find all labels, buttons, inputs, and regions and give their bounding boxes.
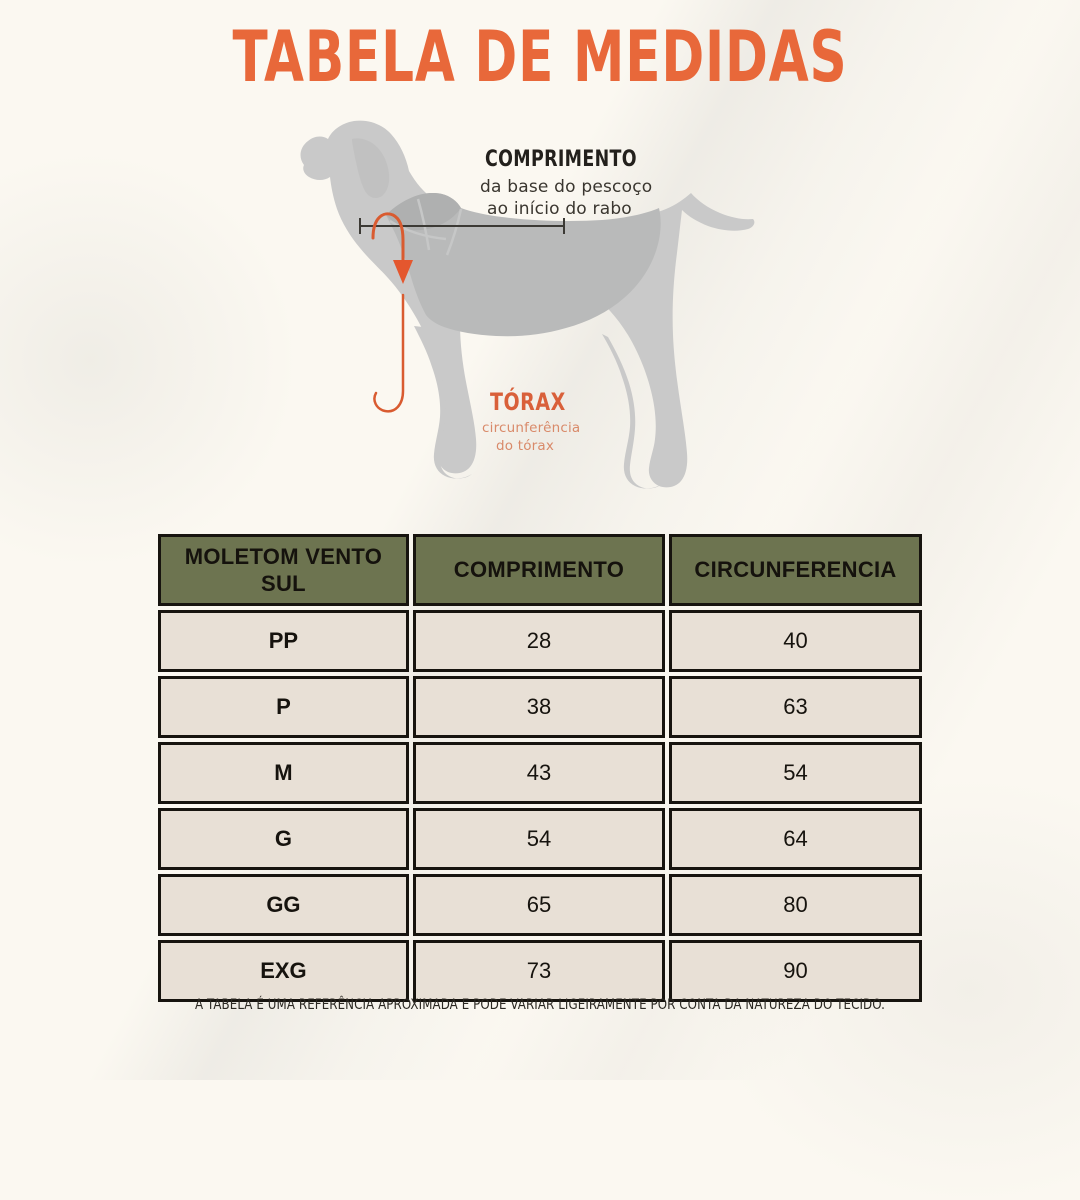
cell-size: G: [158, 808, 409, 870]
table-row: P 38 63: [158, 676, 922, 738]
cell-comprimento: 54: [412, 808, 666, 870]
footnote-text: A TABELA É UMA REFERÊNCIA APROXIMADA E P…: [194, 997, 886, 1013]
cell-comprimento: 43: [412, 742, 666, 804]
page-title: TABELA DE MEDIDAS: [232, 16, 848, 98]
cell-circunferencia: 63: [669, 676, 922, 738]
dog-sweater-icon: [386, 193, 661, 337]
girth-annotation-sub2: do tórax: [496, 438, 555, 454]
cell-circunferencia: 54: [669, 742, 922, 804]
length-annotation-sub2: ao início do rabo: [487, 199, 632, 219]
cell-circunferencia: 40: [669, 610, 922, 672]
cell-circunferencia: 80: [669, 874, 922, 936]
cell-size: EXG: [158, 940, 409, 1002]
measure-bar-icon: [359, 218, 565, 234]
table-row: EXG 73 90: [158, 940, 922, 1002]
cell-circunferencia: 90: [669, 940, 922, 1002]
cell-comprimento: 65: [412, 874, 666, 936]
table-row: GG 65 80: [158, 874, 922, 936]
girth-annotation-sub1: circunferência: [482, 420, 581, 436]
dog-diagram-svg: [300, 120, 755, 489]
table-header-circunferencia: CIRCUNFERENCIA: [669, 534, 922, 606]
table-header-comprimento: COMPRIMENTO: [412, 534, 666, 606]
dog-measurement-illustration: COMPRIMENTO da base do pescoço ao início…: [290, 105, 760, 530]
orange-down-arrow-icon: [371, 212, 413, 284]
table-header-row: MOLETOM VENTO SUL COMPRIMENTO CIRCUNFERE…: [158, 534, 922, 606]
orange-loop-icon: [373, 293, 405, 413]
girth-annotation-title: TÓRAX: [490, 388, 566, 416]
cell-comprimento: 38: [412, 676, 666, 738]
table-row: M 43 54: [158, 742, 922, 804]
cell-size: M: [158, 742, 409, 804]
cell-size: GG: [158, 874, 409, 936]
length-annotation-title: COMPRIMENTO: [485, 147, 637, 172]
table-row: G 54 64: [158, 808, 922, 870]
cell-comprimento: 73: [412, 940, 666, 1002]
cell-size: PP: [158, 610, 409, 672]
cell-circunferencia: 64: [669, 808, 922, 870]
length-annotation-sub1: da base do pescoço: [480, 177, 653, 197]
size-chart-table: MOLETOM VENTO SUL COMPRIMENTO CIRCUNFERE…: [154, 530, 926, 1006]
table-header-product: MOLETOM VENTO SUL: [158, 534, 409, 606]
cell-size: P: [158, 676, 409, 738]
table-row: PP 28 40: [158, 610, 922, 672]
cell-comprimento: 28: [412, 610, 666, 672]
